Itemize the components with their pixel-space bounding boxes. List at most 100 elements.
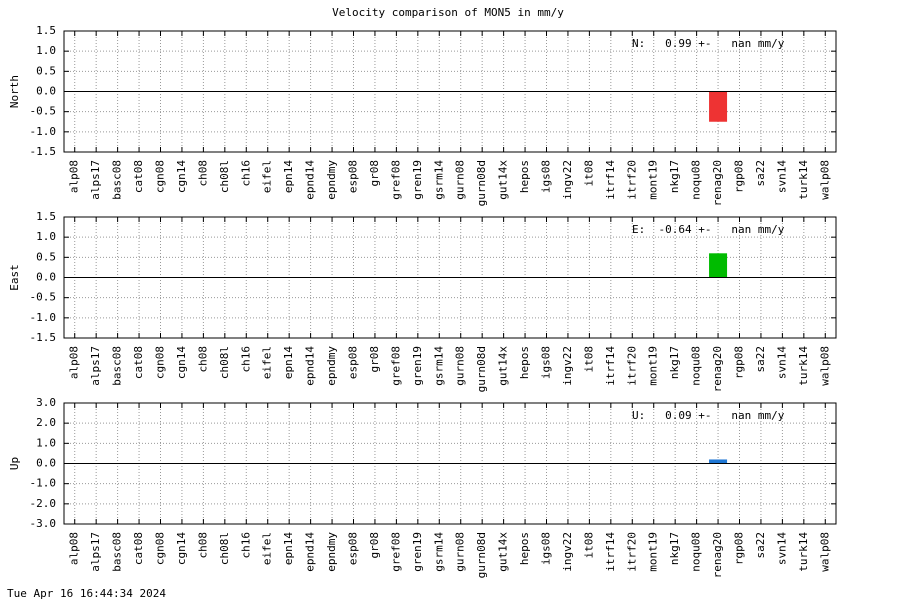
y-tick-label: 1.5 [36, 210, 56, 223]
x-tick-label: igs08 [540, 532, 553, 565]
x-tick-label: gut14x [497, 532, 510, 572]
plot-frame [63, 402, 837, 525]
x-tick-label: cgn14 [175, 532, 188, 565]
y-tick-label: 1.0 [36, 44, 56, 57]
y-tick-label: 1.0 [36, 436, 56, 449]
y-tick-label: 2.0 [36, 416, 56, 429]
x-tick-label: renag20 [711, 346, 724, 392]
x-tick-label: noqu08 [690, 532, 703, 572]
y-tick-label: 0.0 [36, 271, 56, 284]
x-tick-label: eifel [261, 346, 274, 379]
x-tick-label: ch16 [239, 532, 252, 559]
x-tick-label: ch08 [196, 532, 209, 559]
x-tick-label: turk14 [797, 346, 810, 386]
x-tick-label: it08 [582, 346, 595, 373]
x-tick-label: sa22 [754, 532, 767, 559]
x-tick-label: alps17 [89, 160, 102, 200]
x-tick-label: noqu08 [690, 160, 703, 200]
y-tick-label: -2.0 [30, 497, 57, 510]
x-tick-label: basc08 [111, 160, 124, 200]
x-tick-label: itrf20 [625, 532, 638, 572]
x-tick-label: alp08 [68, 160, 81, 193]
x-tick-label: cat08 [132, 160, 145, 193]
x-tick-label: gr08 [368, 160, 381, 187]
x-tick-label: walp08 [818, 160, 831, 200]
x-tick-label: walp08 [818, 346, 831, 386]
x-tick-label: gsrm14 [432, 346, 445, 386]
x-tick-label: epndmy [325, 160, 338, 200]
x-tick-label: ch08l [218, 532, 231, 565]
x-tick-label: ch08 [196, 160, 209, 187]
x-tick-label: gsrm14 [432, 160, 445, 200]
x-tick-label: eifel [261, 532, 274, 565]
x-tick-label: mont19 [647, 532, 660, 572]
x-tick-label: esp08 [347, 160, 360, 193]
x-tick-label: renag20 [711, 160, 724, 206]
x-tick-label: gren19 [411, 346, 424, 386]
x-tick-label: itrf14 [604, 346, 617, 386]
x-tick-label: gren19 [411, 160, 424, 200]
x-tick-label: it08 [582, 160, 595, 187]
x-tick-label: hepos [518, 346, 531, 379]
x-tick-label: alp08 [68, 346, 81, 379]
x-tick-label: igs08 [540, 346, 553, 379]
x-tick-label: it08 [582, 532, 595, 559]
x-tick-label: gut14x [497, 160, 510, 200]
x-tick-label: gren19 [411, 532, 424, 572]
x-tick-label: nkg17 [668, 346, 681, 379]
x-tick-label: epndmy [325, 532, 338, 572]
x-tick-label: itrf20 [625, 160, 638, 200]
x-tick-label: alps17 [89, 346, 102, 386]
y-tick-label: -1.5 [30, 145, 57, 158]
x-tick-label: gut14x [497, 346, 510, 386]
x-tick-label: sa22 [754, 346, 767, 373]
x-tick-label: rgp08 [733, 532, 746, 565]
x-tick-label: cgn08 [154, 160, 167, 193]
x-tick-label: eifel [261, 160, 274, 193]
x-tick-label: epndmy [325, 346, 338, 386]
bar [709, 459, 728, 464]
annotation: U: 0.09 +- nan mm/y [632, 409, 785, 422]
x-tick-label: mont19 [647, 160, 660, 200]
x-tick-label: basc08 [111, 346, 124, 386]
x-tick-label: gref08 [389, 346, 402, 386]
x-tick-label: walp08 [818, 532, 831, 572]
x-tick-label: epn14 [282, 346, 295, 379]
x-tick-label: gr08 [368, 346, 381, 373]
x-tick-label: ch08l [218, 160, 231, 193]
x-tick-label: epn14 [282, 532, 295, 565]
x-tick-label: hepos [518, 532, 531, 565]
x-tick-label: basc08 [111, 532, 124, 572]
y-tick-label: 0.0 [36, 85, 56, 98]
bar [709, 91, 728, 122]
bar [709, 253, 728, 278]
x-tick-label: nkg17 [668, 160, 681, 193]
x-tick-label: gurn08d [475, 346, 488, 392]
y-tick-label: 1.0 [36, 230, 56, 243]
x-tick-label: gurn08d [475, 532, 488, 578]
x-tick-label: cgn08 [154, 532, 167, 565]
y-axis-label: East [8, 264, 21, 291]
x-tick-label: epnd14 [304, 532, 317, 572]
x-tick-label: renag20 [711, 532, 724, 578]
x-tick-label: noqu08 [690, 346, 703, 386]
x-tick-label: gref08 [389, 532, 402, 572]
annotation: E: -0.64 +- nan mm/y [632, 223, 785, 236]
y-tick-label: -1.0 [30, 311, 57, 324]
y-tick-label: -0.5 [30, 291, 57, 304]
x-tick-label: gurn08 [454, 160, 467, 200]
x-tick-label: turk14 [797, 160, 810, 200]
x-tick-label: turk14 [797, 532, 810, 572]
x-tick-label: hepos [518, 160, 531, 193]
y-tick-label: 3.0 [36, 396, 56, 409]
x-tick-label: cgn14 [175, 346, 188, 379]
x-tick-label: cgn14 [175, 160, 188, 193]
y-tick-label: 0.0 [36, 457, 56, 470]
x-tick-label: ch08l [218, 346, 231, 379]
x-tick-label: gsrm14 [432, 532, 445, 572]
x-tick-label: cat08 [132, 346, 145, 379]
x-tick-label: ch08 [196, 346, 209, 373]
chart-title: Velocity comparison of MON5 in mm/y [332, 6, 564, 19]
x-tick-label: alp08 [68, 532, 81, 565]
